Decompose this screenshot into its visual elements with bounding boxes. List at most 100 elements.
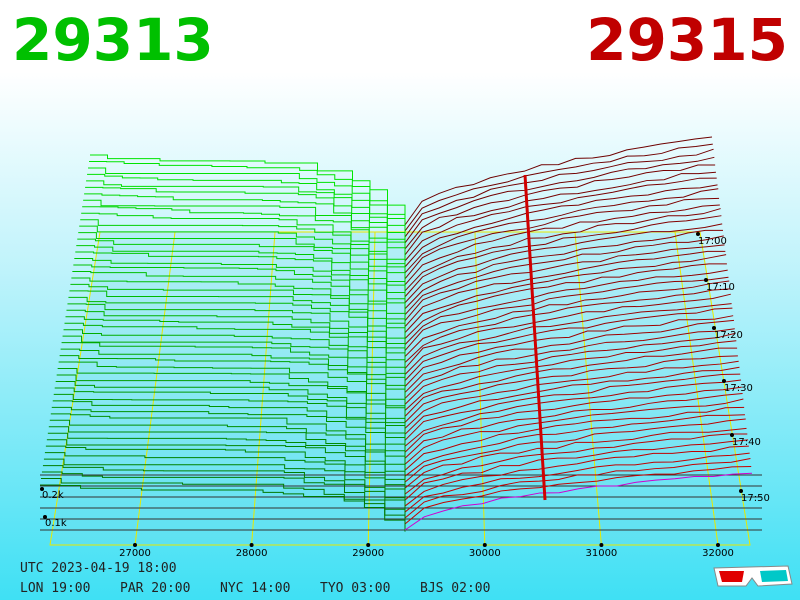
ask-depth-curve	[404, 307, 733, 381]
bid-depth-curve	[45, 445, 406, 498]
price-label: 28000	[236, 548, 268, 559]
depth-curves	[40, 136, 753, 532]
ask-depth-curve	[404, 244, 725, 322]
ask-depth-curve	[404, 148, 714, 238]
ask-depth-curve	[404, 379, 742, 447]
price-grid-line	[574, 231, 602, 546]
bid-depth-curve	[65, 316, 406, 380]
ask-depth-curve	[404, 263, 727, 339]
price-grid-line	[134, 231, 176, 546]
ask-price: 29315	[586, 6, 788, 74]
bid-depth-curve	[58, 361, 406, 417]
bid-depth-curve	[66, 309, 406, 372]
ask-depth-curve	[404, 406, 745, 471]
ask-depth-curve	[404, 235, 724, 316]
ask-depth-curve	[404, 319, 735, 393]
ask-depth-curve	[404, 360, 739, 429]
bid-depth-curve	[53, 393, 406, 452]
bid-price: 29313	[12, 6, 214, 74]
bid-depth-curve	[41, 471, 406, 524]
bid-depth-curve	[73, 264, 406, 328]
bid-depth-curve	[50, 413, 406, 467]
ask-depth-curve	[404, 392, 743, 459]
time-label: 17:30	[724, 383, 753, 394]
bid-depth-curve	[62, 335, 406, 396]
zone-time: TYO 03:00	[320, 581, 390, 596]
ask-depth-curve	[404, 328, 735, 399]
bid-depth-curve	[67, 303, 406, 365]
price-tick	[133, 543, 137, 547]
ask-depth-curve	[404, 433, 748, 495]
time-label: 17:10	[706, 282, 735, 293]
ask-depth-curve	[404, 293, 731, 369]
bid-depth-curve	[87, 173, 406, 247]
bid-depth-curve	[85, 186, 406, 256]
depth-tick	[40, 487, 44, 491]
bid-depth-curve	[52, 400, 406, 454]
price-grid-line	[474, 231, 486, 546]
bid-depth-curve	[47, 432, 406, 487]
time-tick	[704, 278, 708, 282]
ask-depth-curve	[404, 164, 716, 250]
zone-time: PAR 20:00	[120, 581, 190, 596]
ask-depth-curve	[404, 215, 722, 298]
bid-depth-curve	[42, 465, 406, 518]
ask-depth-curve	[404, 250, 726, 328]
zone-time: LON 19:00	[20, 581, 90, 596]
ask-depth-curve	[404, 355, 738, 423]
utc-time: UTC 2023-04-19 18:00	[20, 561, 177, 576]
bid-depth-curve	[89, 160, 406, 234]
bid-depth-curve	[90, 154, 406, 230]
ask-depth-curve	[404, 188, 719, 274]
bid-depth-curve	[76, 245, 406, 315]
ask-depth-curve	[404, 156, 715, 244]
ask-depth-curve	[404, 332, 736, 405]
ask-depth-curve	[404, 466, 752, 525]
ask-depth-curve	[404, 204, 720, 286]
bid-depth-curve	[48, 426, 406, 477]
bid-depth-curve	[54, 387, 406, 446]
clocks: LON 19:00 PAR 20:00 NYC 14:00 TYO 03:00 BJS …	[20, 581, 490, 596]
bid-depth-curve	[44, 452, 406, 505]
price-label: 29000	[352, 548, 384, 559]
ask-depth-curve	[404, 445, 749, 507]
bid-depth-curve	[68, 296, 406, 358]
bid-depth-curve	[81, 212, 406, 283]
red-lens	[719, 571, 744, 582]
time-tick	[696, 232, 700, 236]
price-grid-line	[674, 231, 719, 546]
price-tick	[482, 543, 487, 547]
bid-depth-curve	[59, 355, 406, 415]
price-label: 32000	[702, 548, 734, 559]
ask-depth-curve	[404, 276, 729, 351]
ask-depth-curve	[404, 254, 727, 333]
ask-depth-curve	[404, 229, 723, 310]
ask-depth-curve	[404, 366, 740, 435]
time-label: 17:20	[714, 330, 743, 341]
ask-depth-curve	[404, 184, 718, 268]
bid-depth-curve	[84, 193, 406, 263]
ask-depth-curve	[404, 418, 746, 483]
time-tick	[739, 489, 743, 493]
ask-depth-curve	[404, 414, 745, 477]
ask-depth-curve	[404, 288, 731, 363]
price-label: 31000	[585, 548, 617, 559]
price-tick	[366, 543, 371, 547]
time-tick	[712, 326, 716, 330]
ask-depth-curve	[404, 136, 713, 226]
bid-depth-curve	[46, 439, 406, 492]
bid-depth-curve	[74, 258, 406, 324]
time-label: 17:00	[698, 236, 727, 247]
time-tick	[730, 433, 734, 437]
floor	[40, 231, 762, 546]
ask-depth-curve	[404, 386, 742, 453]
3d-glasses-icon[interactable]	[713, 565, 793, 587]
ask-depth-curve	[404, 439, 749, 501]
depth-tick	[43, 515, 47, 519]
price-label: 27000	[119, 548, 151, 559]
depth-label: 0.2k	[42, 490, 64, 501]
depth-label: 0.1k	[45, 518, 67, 529]
ask-depth-curve	[404, 472, 753, 531]
price-tick	[249, 543, 254, 547]
